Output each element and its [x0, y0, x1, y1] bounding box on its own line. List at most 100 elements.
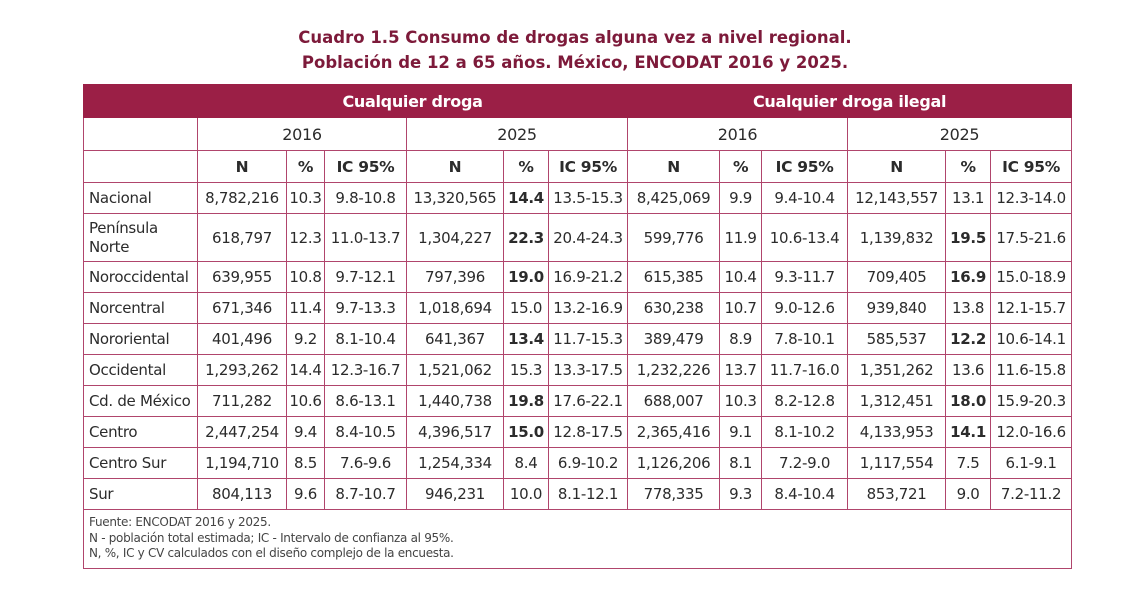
region-label: Centro Sur — [83, 447, 198, 479]
data-cell: 1,232,226 — [627, 354, 721, 386]
data-cell: 9.0 — [945, 478, 992, 510]
region-label: Norcentral — [83, 292, 198, 324]
data-cell: 797,396 — [406, 261, 504, 293]
data-cell: 17.5-21.6 — [990, 213, 1073, 262]
data-cell: 15.0 — [503, 416, 549, 448]
data-cell: 7.8-10.1 — [761, 323, 849, 355]
column-header: N — [197, 150, 287, 183]
data-cell: 12.3-16.7 — [324, 354, 407, 386]
year-header-row: 2016 2025 2016 2025 — [83, 117, 1073, 151]
data-cell: 10.8 — [286, 261, 325, 293]
table-footnotes: Fuente: ENCODAT 2016 y 2025. N - poblaci… — [82, 509, 1073, 569]
data-cell: 4,133,953 — [847, 416, 947, 448]
table-body: Nacional 8,782,216 10.3 9.8-10.8 13,320,565 1… — [83, 182, 1073, 510]
data-cell: 10.7 — [719, 292, 763, 324]
data-cell: 8.4-10.5 — [324, 416, 407, 448]
table-row: Península Norte 618,797 12.3 11.0-13.7 1,304,… — [83, 213, 1073, 262]
column-header: % — [503, 150, 549, 183]
data-cell: 401,496 — [197, 323, 287, 355]
data-cell: 13.8 — [945, 292, 992, 324]
table-title: Cuadro 1.5 Consumo de drogas alguna vez … — [298, 28, 852, 47]
data-cell: 9.8-10.8 — [324, 182, 407, 214]
data-cell: 18.0 — [945, 385, 992, 417]
data-cell: 19.8 — [503, 385, 549, 417]
table-row: Centro 2,447,254 9.4 8.4-10.5 4,396,517 15.0 1… — [83, 416, 1073, 448]
data-cell: 9.9 — [719, 182, 763, 214]
data-cell: 599,776 — [627, 213, 721, 262]
data-cell: 939,840 — [847, 292, 947, 324]
region-label: Noroccidental — [83, 261, 198, 293]
data-cell: 8.4 — [503, 447, 549, 479]
data-cell: 14.4 — [503, 182, 549, 214]
data-cell: 7.2-11.2 — [990, 478, 1073, 510]
data-cell: 7.5 — [945, 447, 992, 479]
data-cell: 630,238 — [627, 292, 721, 324]
data-cell: 9.7-12.1 — [324, 261, 407, 293]
data-cell: 1,117,554 — [847, 447, 947, 479]
regional-drug-use-table: Cualquier droga Cualquier droga ilegal 2… — [82, 84, 1073, 569]
data-cell: 688,007 — [627, 385, 721, 417]
footnote-abbreviations: N - población total estimada; IC - Inter… — [89, 530, 454, 545]
data-cell: 389,479 — [627, 323, 721, 355]
data-cell: 15.3 — [503, 354, 549, 386]
corner-cell — [83, 84, 198, 118]
group-header: Cualquier droga ilegal — [627, 84, 1073, 118]
data-cell: 9.1 — [719, 416, 763, 448]
data-cell: 11.7-16.0 — [761, 354, 849, 386]
data-cell: 13.3-17.5 — [547, 354, 629, 386]
table-subtitle: Población de 12 a 65 años. México, ENCOD… — [301, 53, 849, 72]
data-cell: 1,440,738 — [406, 385, 504, 417]
data-cell: 9.3-11.7 — [761, 261, 849, 293]
empty-cell — [83, 150, 198, 183]
data-cell: 641,367 — [406, 323, 504, 355]
data-cell: 12.3-14.0 — [990, 182, 1073, 214]
data-cell: 8,425,069 — [627, 182, 721, 214]
data-cell: 10.3 — [719, 385, 763, 417]
year-header: 2016 — [627, 117, 849, 151]
footer-row: Fuente: ENCODAT 2016 y 2025. N - poblaci… — [82, 509, 1073, 569]
region-label: Nororiental — [83, 323, 198, 355]
data-cell: 615,385 — [627, 261, 721, 293]
data-cell: 1,312,451 — [847, 385, 947, 417]
region-label: Centro — [83, 416, 198, 448]
region-label: Sur — [83, 478, 198, 510]
column-header: % — [719, 150, 763, 183]
column-header: N — [847, 150, 947, 183]
data-cell: 10.6-14.1 — [990, 323, 1073, 355]
data-cell: 13.7 — [719, 354, 763, 386]
data-cell: 10.3 — [286, 182, 325, 214]
data-cell: 7.2-9.0 — [761, 447, 849, 479]
data-cell: 9.4-10.4 — [761, 182, 849, 214]
data-cell: 7.6-9.6 — [324, 447, 407, 479]
data-cell: 9.4 — [286, 416, 325, 448]
data-cell: 1,521,062 — [406, 354, 504, 386]
data-cell: 671,346 — [197, 292, 287, 324]
data-cell: 711,282 — [197, 385, 287, 417]
table-row: Sur 804,113 9.6 8.7-10.7 946,231 10.0 8.1-12.1… — [83, 478, 1073, 510]
data-cell: 14.1 — [945, 416, 992, 448]
data-cell: 1,018,694 — [406, 292, 504, 324]
data-cell: 9.6 — [286, 478, 325, 510]
footnote-source: Fuente: ENCODAT 2016 y 2025. — [89, 515, 271, 529]
region-label: Occidental — [83, 354, 198, 386]
data-cell: 946,231 — [406, 478, 504, 510]
data-cell: 11.7-15.3 — [547, 323, 629, 355]
data-cell: 12.0-16.6 — [990, 416, 1073, 448]
data-cell: 19.0 — [503, 261, 549, 293]
data-cell: 12.1-15.7 — [990, 292, 1073, 324]
data-cell: 8.1 — [719, 447, 763, 479]
data-cell: 1,194,710 — [197, 447, 287, 479]
table-row: Centro Sur 1,194,710 8.5 7.6-9.6 1,254,334 8.… — [83, 447, 1073, 479]
table-row: Noroccidental 639,955 10.8 9.7-12.1 797,396 1… — [83, 261, 1073, 293]
data-cell: 12.3 — [286, 213, 325, 262]
data-cell: 19.5 — [945, 213, 992, 262]
column-header: IC 95% — [761, 150, 849, 183]
table-row: Nacional 8,782,216 10.3 9.8-10.8 13,320,565 1… — [83, 182, 1073, 214]
data-cell: 11.0-13.7 — [324, 213, 407, 262]
data-cell: 9.0-12.6 — [761, 292, 849, 324]
data-cell: 6.1-9.1 — [990, 447, 1073, 479]
region-label: Península Norte — [83, 213, 198, 262]
column-header: N — [627, 150, 721, 183]
region-label: Cd. de México — [83, 385, 198, 417]
column-header: IC 95% — [990, 150, 1073, 183]
